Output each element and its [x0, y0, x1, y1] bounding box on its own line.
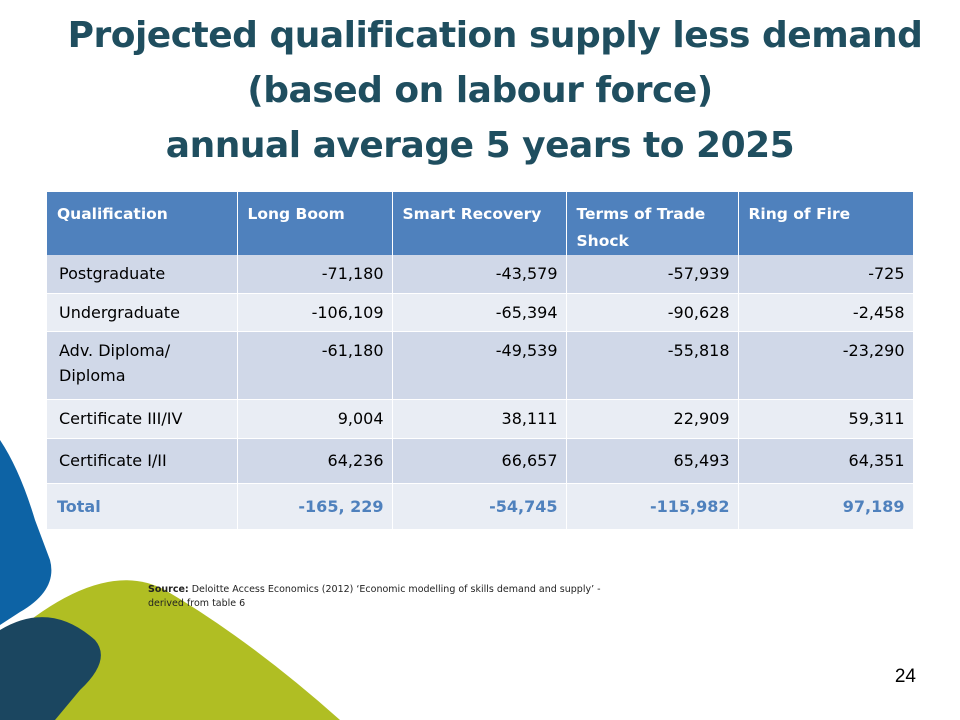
- table-row: Adv. Diploma/ Diploma -61,180 -49,539 -5…: [47, 331, 914, 400]
- value-cell: -55,818: [566, 331, 739, 400]
- value-cell: -90,628: [566, 293, 739, 332]
- value-cell: 65,493: [566, 438, 739, 484]
- title-line-2: (based on labour force): [247, 70, 713, 111]
- total-value: -115,982: [566, 483, 739, 530]
- title-line-1: Projected qualification supply less dema…: [67, 15, 923, 56]
- value-cell: -61,180: [237, 331, 393, 400]
- value-cell: -725: [738, 255, 914, 294]
- table-row: Certificate I/II 64,236 66,657 65,493 64…: [47, 438, 914, 484]
- source-note: Source: Deloitte Access Economics (2012)…: [148, 583, 618, 611]
- value-cell: 22,909: [566, 399, 739, 439]
- table-header-row: Qualification Long Boom Smart Recovery T…: [47, 192, 914, 255]
- page-number: 24: [894, 666, 916, 687]
- value-cell: 66,657: [392, 438, 567, 484]
- value-cell: 64,351: [738, 438, 914, 484]
- blue-shape: [0, 440, 52, 625]
- qualification-cell: Adv. Diploma/ Diploma: [47, 331, 238, 400]
- total-row: Total -165, 229 -54,745 -115,982 97,189: [47, 483, 914, 530]
- value-cell: -23,290: [738, 331, 914, 400]
- value-cell: 38,111: [392, 399, 567, 439]
- value-cell: -2,458: [738, 293, 914, 332]
- source-text: Deloitte Access Economics (2012) ‘Econom…: [148, 584, 601, 609]
- value-cell: -57,939: [566, 255, 739, 294]
- header-terms-of-trade-shock: Terms of Trade Shock: [566, 192, 739, 255]
- value-cell: 64,236: [237, 438, 393, 484]
- value-cell: -65,394: [392, 293, 567, 332]
- navy-shape: [0, 617, 101, 720]
- value-cell: -49,539: [392, 331, 567, 400]
- value-cell: -71,180: [237, 255, 393, 294]
- title-line-3: annual average 5 years to 2025: [165, 125, 795, 166]
- header-long-boom: Long Boom: [237, 192, 393, 255]
- source-label: Source:: [148, 584, 189, 595]
- qualification-cell: Undergraduate: [47, 293, 238, 332]
- total-value: 97,189: [738, 483, 914, 530]
- qualification-cell: Certificate III/IV: [47, 399, 238, 439]
- qualification-cell: Postgraduate: [47, 255, 238, 294]
- table-row: Postgraduate -71,180 -43,579 -57,939 -72…: [47, 255, 914, 294]
- total-label: Total: [47, 483, 238, 530]
- value-cell: 59,311: [738, 399, 914, 439]
- header-smart-recovery: Smart Recovery: [392, 192, 567, 255]
- table-row: Certificate III/IV 9,004 38,111 22,909 5…: [47, 399, 914, 439]
- total-value: -54,745: [392, 483, 567, 530]
- value-cell: 9,004: [237, 399, 393, 439]
- value-cell: -43,579: [392, 255, 567, 294]
- qualification-cell: Certificate I/II: [47, 438, 238, 484]
- header-ring-of-fire: Ring of Fire: [738, 192, 914, 255]
- qualification-table: Qualification Long Boom Smart Recovery T…: [47, 192, 914, 530]
- table-row: Undergraduate -106,109 -65,394 -90,628 -…: [47, 293, 914, 332]
- header-qualification: Qualification: [47, 192, 238, 255]
- value-cell: -106,109: [237, 293, 393, 332]
- total-value: -165, 229: [237, 483, 393, 530]
- slide-title: Projected qualification supply less dema…: [20, 8, 940, 173]
